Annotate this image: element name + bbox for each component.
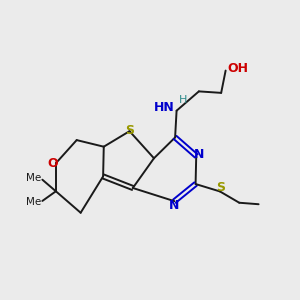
Text: S: S [216,182,225,194]
Text: OH: OH [227,62,248,75]
Text: Me: Me [26,173,41,183]
Text: N: N [194,148,204,161]
Text: HN: HN [154,101,175,114]
Text: H: H [179,95,187,105]
Text: Me: Me [26,197,41,207]
Text: N: N [169,199,180,212]
Text: S: S [125,124,134,137]
Text: O: O [47,157,58,170]
